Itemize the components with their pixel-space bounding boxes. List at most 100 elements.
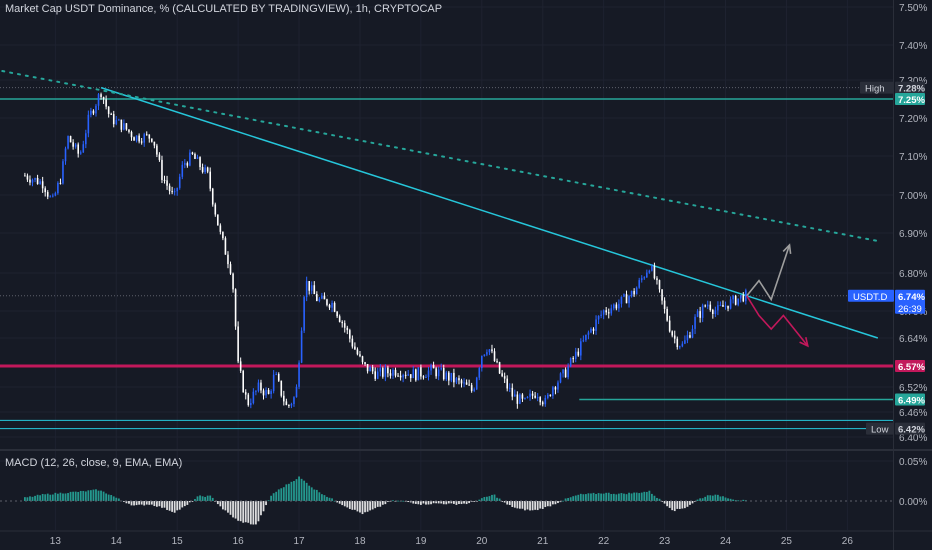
candle (417, 367, 420, 381)
candle (734, 295, 737, 305)
macd-bar (64, 493, 67, 501)
candle (359, 354, 361, 357)
macd-bar (549, 501, 552, 507)
candle (478, 368, 481, 378)
macd-bar (234, 501, 237, 519)
candle (364, 362, 366, 364)
candle (214, 204, 217, 215)
candle (465, 382, 468, 385)
macd-bar (219, 501, 222, 507)
candle (232, 273, 234, 290)
candle (290, 403, 293, 406)
candle (397, 375, 399, 377)
macd-bar (422, 501, 425, 504)
price-axis: 7.50% 7.40% 7.30% 7.20% 7.10% 7.00% 6.90% 6.80%… (899, 3, 927, 508)
candle (371, 367, 374, 372)
candle (262, 390, 265, 396)
macd-bar (498, 498, 501, 501)
macd-bar (529, 501, 531, 511)
candle (74, 144, 77, 147)
macd-bar (711, 495, 714, 501)
candle (82, 144, 85, 153)
candle (590, 328, 592, 333)
candle (567, 366, 569, 378)
macd-bar (155, 501, 158, 507)
candle (415, 369, 417, 381)
candle (407, 374, 410, 376)
candle (186, 163, 189, 166)
candle (341, 321, 344, 324)
candle (54, 193, 57, 196)
candle (123, 123, 125, 130)
macd-bar (87, 490, 90, 501)
candle (79, 152, 82, 154)
macd-bar (262, 501, 265, 512)
price-axis-label: 7.00% (899, 191, 927, 202)
candle (564, 369, 567, 378)
candle (455, 378, 458, 383)
candle (732, 295, 734, 300)
candle (189, 152, 191, 166)
macd-bar (364, 501, 366, 513)
macd-bar (56, 493, 59, 501)
macd-bar (465, 501, 468, 505)
candle (316, 294, 318, 301)
price-tag-value: 7.25% (898, 95, 925, 106)
macd-bar (696, 499, 699, 501)
macd-bar (686, 501, 689, 507)
candle (57, 182, 59, 194)
macd-bar (605, 492, 608, 501)
candle (526, 396, 529, 398)
price-axis-label: 7.50% (899, 3, 927, 14)
candle (448, 372, 450, 381)
macd-bar (610, 494, 613, 501)
candle (628, 296, 630, 304)
macd-bar (105, 493, 108, 501)
candle (52, 195, 54, 197)
macd-bar (676, 501, 679, 509)
candle (115, 119, 118, 125)
candle (293, 397, 295, 404)
candle (412, 369, 415, 379)
candle (283, 395, 285, 402)
candle (600, 314, 602, 316)
candle (666, 308, 668, 321)
candle (387, 367, 389, 374)
candle (326, 299, 328, 305)
candle (453, 372, 455, 383)
macd-bar (442, 501, 445, 505)
candle (97, 94, 100, 106)
macd-bar (706, 495, 709, 501)
candle (120, 119, 123, 130)
candle (577, 351, 580, 356)
candle (118, 119, 120, 121)
macd-bar (41, 493, 44, 501)
candle (77, 144, 80, 154)
candle (288, 405, 290, 407)
candle (450, 372, 453, 381)
macd-bar (539, 501, 542, 509)
candle (699, 311, 701, 318)
horizontal-levels (0, 87, 893, 430)
candle (31, 179, 34, 183)
candle (272, 374, 275, 392)
macd-bar (508, 501, 511, 505)
price-tag-value: 7.28% (898, 84, 925, 95)
macd-bar (577, 494, 580, 501)
candle (168, 185, 171, 192)
candle (635, 287, 638, 295)
macd-bar (209, 495, 212, 501)
macd-bar (511, 501, 514, 508)
candle (92, 110, 95, 114)
candle (618, 303, 620, 309)
macd-bar (128, 501, 130, 504)
macd-bar (376, 501, 379, 507)
grid-lines (0, 0, 893, 530)
macd-bar (600, 493, 603, 501)
macd-bar (216, 501, 219, 505)
forecast-up-arrow-head (782, 243, 792, 254)
macd-bar (343, 501, 346, 507)
price-axis-label: 7.30% (899, 76, 927, 87)
macd-bar (145, 501, 148, 505)
